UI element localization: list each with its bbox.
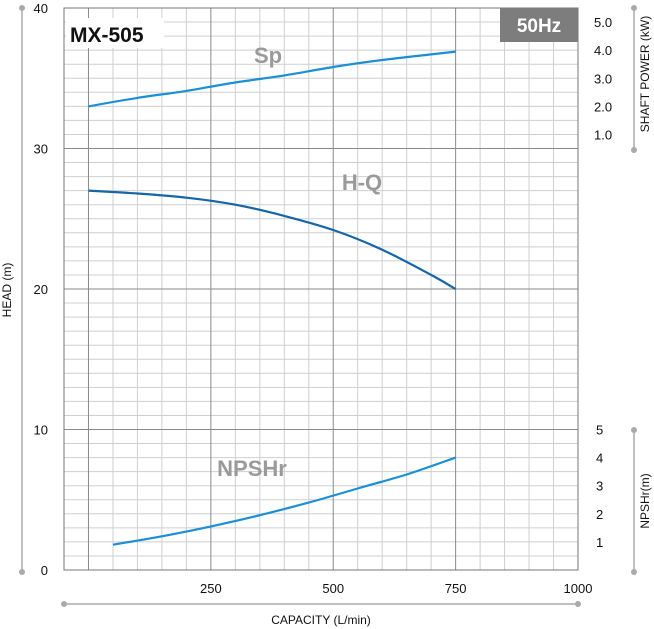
x-tick-label: 750 bbox=[445, 581, 467, 596]
power-tick-label: 2.0 bbox=[594, 99, 612, 114]
npshr-curve-label: NPSHr bbox=[217, 456, 287, 481]
x-tick-label: 500 bbox=[322, 581, 344, 596]
head-tick-label: 40 bbox=[34, 1, 48, 16]
capacity-axis-right-dot bbox=[575, 601, 581, 607]
head-axis-title: HEAD (m) bbox=[0, 263, 14, 318]
model-title-background bbox=[66, 18, 164, 48]
x-axis-title: CAPACITY (L/min) bbox=[271, 613, 371, 627]
hq-curve-label: H-Q bbox=[342, 170, 382, 195]
power-axis-top-dot bbox=[631, 5, 637, 11]
plot-frame bbox=[63, 7, 579, 571]
head-axis-top-dot bbox=[19, 5, 25, 11]
npshr-tick-label: 5 bbox=[596, 423, 603, 438]
head-axis-bottom-dot bbox=[19, 569, 25, 575]
head-tick-labels: 0 10 20 30 40 bbox=[34, 1, 48, 578]
npshr-tick-labels: 1 2 3 4 5 bbox=[596, 423, 603, 550]
power-tick-label: 6.0 bbox=[594, 0, 612, 2]
power-axis-title: SHAFT POWER (kW) bbox=[638, 16, 652, 132]
npshr-tick-label: 4 bbox=[596, 451, 603, 466]
power-tick-label: 3.0 bbox=[594, 71, 612, 86]
major-grid bbox=[64, 8, 578, 570]
power-tick-label: 4.0 bbox=[594, 43, 612, 58]
npshr-curve bbox=[112, 456, 456, 546]
power-tick-label: 5.0 bbox=[594, 15, 612, 30]
npshr-tick-label: 3 bbox=[596, 479, 603, 494]
power-tick-label: 1.0 bbox=[594, 127, 612, 142]
npshr-axis-title: NPSHr(m) bbox=[638, 473, 652, 528]
x-tick-label: 1000 bbox=[564, 581, 593, 596]
frequency-badge bbox=[500, 8, 578, 42]
npshr-axis-bottom-dot bbox=[631, 569, 637, 575]
model-title: MX-505 bbox=[70, 24, 144, 47]
sp-curve-label: Sp bbox=[254, 43, 282, 68]
npshr-tick-label: 1 bbox=[596, 535, 603, 550]
hq-curve bbox=[88, 189, 457, 290]
head-tick-label: 30 bbox=[34, 142, 48, 157]
power-axis-bottom-dot bbox=[631, 147, 637, 153]
head-tick-label: 0 bbox=[41, 563, 48, 578]
head-tick-label: 10 bbox=[34, 423, 48, 438]
x-tick-labels: 250 500 750 1000 bbox=[200, 581, 592, 596]
power-tick-labels: 1.0 2.0 3.0 4.0 5.0 6.0 bbox=[594, 0, 612, 142]
npshr-tick-label: 2 bbox=[596, 507, 603, 522]
x-tick-label: 250 bbox=[200, 581, 222, 596]
sp-curve bbox=[88, 50, 456, 108]
npshr-axis-top-dot bbox=[631, 427, 637, 433]
frequency-badge-text: 50Hz bbox=[517, 16, 561, 37]
capacity-axis-left-dot bbox=[61, 601, 67, 607]
head-tick-label: 20 bbox=[34, 282, 48, 297]
